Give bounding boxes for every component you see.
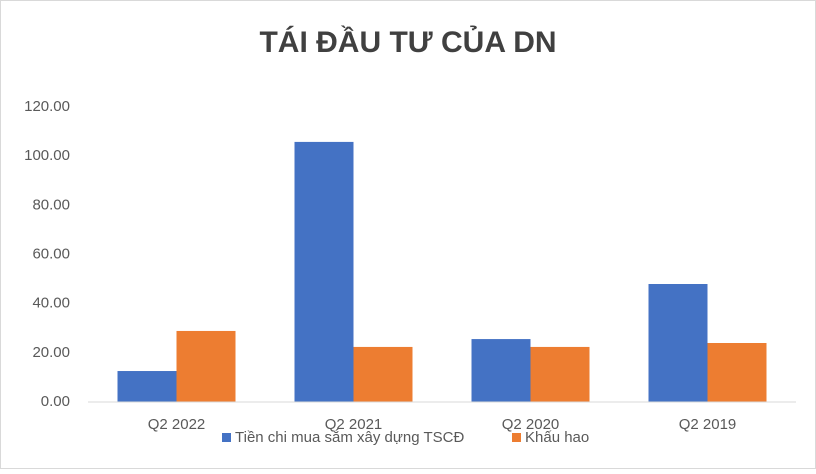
x-tick-label: Q2 2019 bbox=[679, 416, 737, 433]
bar bbox=[294, 141, 354, 403]
y-tick-label: 40.00 bbox=[32, 295, 70, 312]
x-tick-label: Q2 2020 bbox=[502, 416, 560, 433]
chart-title: TÁI ĐẦU TƯ CỦA DN bbox=[259, 25, 556, 59]
y-tick-label: 60.00 bbox=[32, 245, 70, 262]
bar bbox=[176, 330, 236, 402]
y-tick-label: 20.00 bbox=[32, 344, 70, 361]
x-tick-label: Q2 2022 bbox=[148, 416, 206, 433]
bar bbox=[648, 284, 708, 402]
bar bbox=[530, 346, 590, 402]
legend-label: Khấu hao bbox=[525, 429, 589, 446]
legend-swatch bbox=[222, 433, 231, 442]
bar bbox=[471, 339, 531, 402]
bar bbox=[707, 343, 767, 402]
legend-label: Tiền chi mua sắm xây dựng TSCĐ bbox=[235, 429, 464, 446]
bar bbox=[353, 346, 413, 402]
y-tick-label: 120.00 bbox=[24, 98, 70, 115]
x-tick-label: Q2 2021 bbox=[325, 416, 383, 433]
y-tick-label: 0.00 bbox=[41, 393, 70, 410]
y-tick-label: 100.00 bbox=[24, 147, 70, 164]
bar bbox=[117, 371, 177, 402]
legend-swatch bbox=[512, 433, 521, 442]
y-tick-label: 80.00 bbox=[32, 196, 70, 213]
